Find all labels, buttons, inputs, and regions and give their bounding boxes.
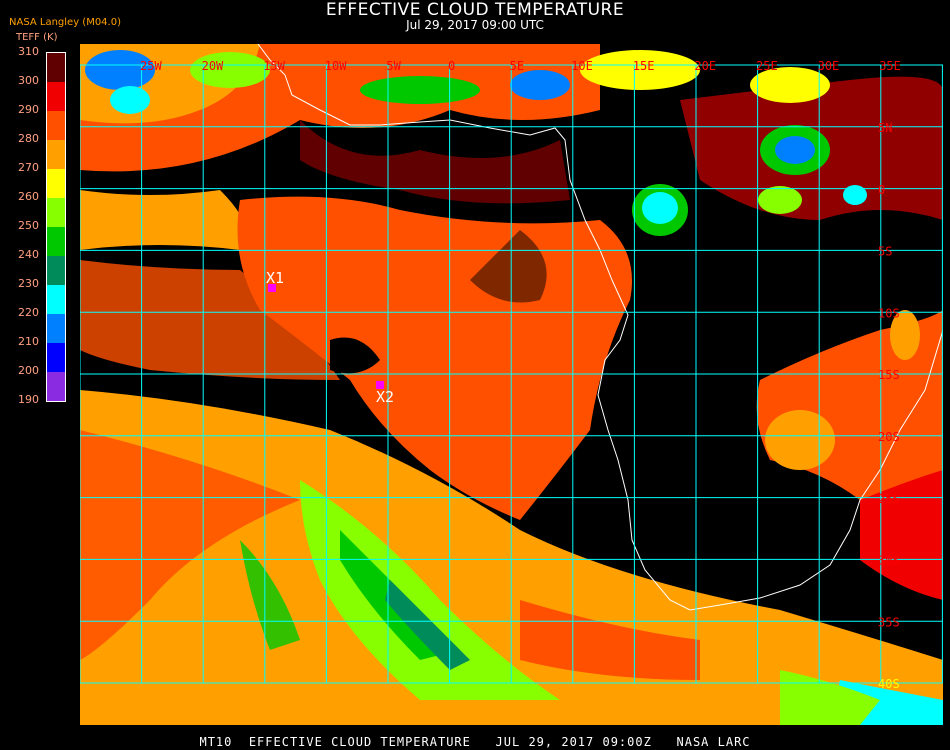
legend-tick: 220: [18, 306, 39, 319]
marker-point: [268, 284, 276, 292]
legend-swatch: [47, 140, 65, 169]
longitude-label: 25W: [140, 59, 162, 73]
latitude-label: 25S: [878, 492, 900, 506]
legend-tick: 210: [18, 335, 39, 348]
legend-unit-label: TEFF (K): [16, 32, 58, 43]
legend-tick: 250: [18, 219, 39, 232]
coastline: [257, 44, 943, 611]
lat-lon-grid: [80, 64, 943, 684]
legend-swatch: [47, 111, 65, 140]
longitude-label: 5E: [510, 59, 524, 73]
source-label: NASA Langley (M04.0): [9, 17, 121, 28]
grid-labels: 25W 20W 15W 10W 5W 0 5E 10E 15E 20E 25E 30E 35E 5N 0 5S…: [140, 59, 901, 691]
latitude-label: 35S: [878, 615, 900, 629]
legend-tick: 200: [18, 364, 39, 377]
legend-tick: 280: [18, 132, 39, 145]
latitude-label: 10S: [878, 306, 900, 320]
chart-title: EFFECTIVE CLOUD TEMPERATURE: [325, 0, 625, 20]
legend-swatch: [47, 82, 65, 111]
latitude-label: 40S: [878, 677, 900, 691]
marker-point: [376, 381, 384, 389]
longitude-label: 10E: [571, 59, 593, 73]
longitude-label: 0: [448, 59, 455, 73]
legend-swatch: [47, 372, 65, 401]
legend-tick: 190: [18, 393, 39, 406]
legend-tick: 310: [18, 45, 39, 58]
marker-label: X2: [376, 388, 394, 406]
longitude-label: 15W: [263, 59, 285, 73]
longitude-label: 10W: [325, 59, 347, 73]
legend-swatch: [47, 314, 65, 343]
legend-swatch: [47, 285, 65, 314]
marker-label: X1: [266, 269, 284, 287]
legend-tick: 230: [18, 277, 39, 290]
longitude-label: 20E: [694, 59, 716, 73]
latitude-label: 30S: [878, 554, 900, 568]
longitude-label: 25E: [756, 59, 778, 73]
latitude-label: 5N: [878, 121, 892, 135]
markers: X1 X2: [266, 269, 394, 406]
legend-swatch: [47, 53, 65, 82]
legend-tick: 300: [18, 74, 39, 87]
latitude-label: 15S: [878, 368, 900, 382]
legend-swatch: [47, 343, 65, 372]
legend-swatch: [47, 169, 65, 198]
legend-tick: 240: [18, 248, 39, 261]
latitude-label: 20S: [878, 430, 900, 444]
latitude-label: 5S: [878, 245, 892, 259]
longitude-label: 20W: [202, 59, 224, 73]
satellite-map: 25W 20W 15W 10W 5W 0 5E 10E 15E 20E 25E 30E 35E 5N 0 5S…: [80, 44, 943, 725]
longitude-label: 30E: [818, 59, 840, 73]
longitude-label: 35E: [879, 59, 901, 73]
longitude-label: 15E: [633, 59, 655, 73]
footer-caption: MT10 EFFECTIVE CLOUD TEMPERATURE JUL 29,…: [199, 735, 751, 749]
legend-tick: 290: [18, 103, 39, 116]
legend-swatch: [47, 256, 65, 285]
longitude-label: 5W: [386, 59, 401, 73]
chart-subtitle: Jul 29, 2017 09:00 UTC: [406, 18, 544, 32]
color-legend: [46, 52, 66, 402]
legend-tick: 270: [18, 161, 39, 174]
latitude-label: 0: [878, 183, 885, 197]
legend-tick: 260: [18, 190, 39, 203]
legend-swatch: [47, 198, 65, 227]
legend-swatch: [47, 227, 65, 256]
